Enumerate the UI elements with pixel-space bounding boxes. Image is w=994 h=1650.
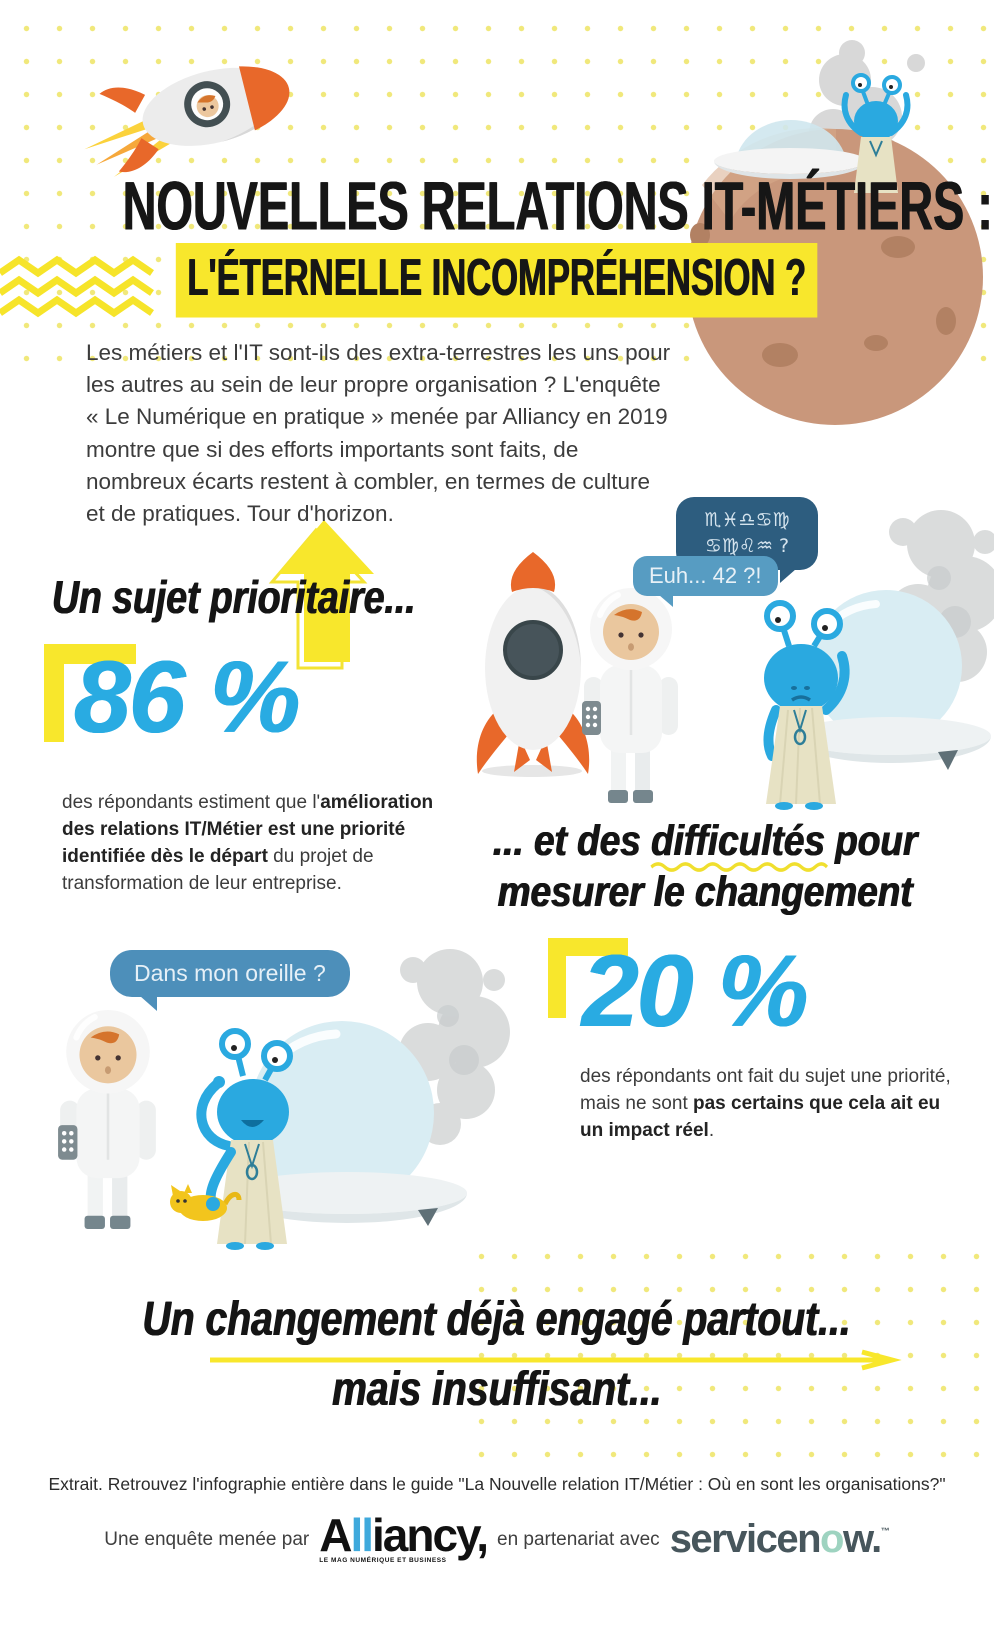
servicenow-logo-text: w. [842, 1517, 882, 1562]
wavy-underlined-word: difficultés [650, 815, 829, 872]
desc-text: des répondants estiment que l' [62, 792, 321, 813]
rocket-flying-icon [84, 66, 290, 177]
alien-mini-illustration [841, 73, 911, 193]
zigzag-decoration [0, 255, 154, 318]
astronaut-speech-bubble: Euh... 42 ?! [633, 556, 778, 607]
planet-crash-illustration [687, 40, 983, 425]
section-heading-change-line2: mais insuffisant... [0, 1360, 994, 1416]
arrow-up-icon [268, 520, 374, 670]
heading-text: ... et des [493, 816, 652, 864]
astronaut-question-bubble: Dans mon oreille ? [110, 950, 350, 1011]
alliancy-tagline: LE MAG NUMÉRIQUE ET BUSINESS [319, 1557, 447, 1565]
heading-text: mais insuffisant... [332, 1361, 662, 1416]
extract-note: Extrait. Retrouvez l'infographie entière… [48, 1474, 946, 1494]
alliancy-logo-text: iancy, [372, 1509, 489, 1561]
heading-text: Un changement déjà engagé partout... [142, 1291, 852, 1346]
desc-text: . [708, 1119, 715, 1141]
corner-bracket-decoration [44, 644, 136, 742]
astronaut-illustration [58, 1009, 156, 1230]
credit-prefix: Une enquête menée par [104, 1528, 310, 1550]
saucer-illustration [714, 120, 866, 179]
page-title: NOUVELLES RELATIONS IT-MÉTIERS : [0, 166, 994, 244]
alliancy-logo: Alliancy, LE MAG NUMÉRIQUE ET BUSINESS [319, 1512, 489, 1565]
ufo-illustration [791, 590, 991, 770]
ufo-illustration [227, 1021, 467, 1226]
smoke-illustration [399, 949, 510, 1145]
servicenow-logo: servicenow.™ [670, 1517, 890, 1562]
desc-text: des répondants ont fait du sujet une pri… [580, 1066, 951, 1114]
heading-measure-line2: mesurer le changement [498, 866, 913, 915]
section-heading-change-line1: Un changement déjà engagé partout... [0, 1290, 994, 1346]
servicenow-logo-text: servicen [669, 1517, 822, 1562]
stat-value-86-percent: 86 % [74, 640, 300, 754]
heading-text: difficultés [651, 816, 826, 864]
alien-glyphs-line1: ♏♓♎♋♍ [704, 509, 790, 531]
heading-measure-line1: ... et des difficultés pour [493, 815, 918, 872]
heading-text: pour [825, 816, 918, 864]
page-subtitle: L'ÉTERNELLE INCOMPRÉHENSION ? [0, 243, 994, 318]
intro-paragraph: Les métiers et l'IT sont-ils des extra-t… [86, 340, 671, 526]
alien-illustration [763, 600, 850, 810]
stat-value-20-percent: 20 % [582, 934, 808, 1048]
desc-text: du projet de transformation de leur entr… [62, 845, 374, 894]
alien-glyphs-line2: ♋♍♌♒ ? [704, 534, 790, 557]
arrow-underline-decoration [210, 1349, 902, 1371]
wavy-underline-decoration [650, 861, 829, 872]
smoke-illustration [888, 510, 994, 709]
trademark-symbol: ™ [880, 1526, 890, 1537]
page-title-text: NOUVELLES RELATIONS IT-MÉTIERS : [122, 167, 993, 245]
section-heading-priority: Un sujet prioritaire... [52, 572, 480, 624]
section-heading-measure: ... et des difficultés pour mesurer le c… [438, 815, 973, 914]
desc-bold-text: pas certains que cela ait eu un impact r… [580, 1092, 941, 1141]
alliancy-logo-text: A [319, 1509, 352, 1561]
rocket-standing-icon [476, 552, 590, 777]
stat-20-description: des répondants ont fait du sujet une pri… [580, 1064, 964, 1145]
credit-middle: en partenariat avec [497, 1528, 660, 1550]
servicenow-logo-green-o: o [820, 1517, 844, 1562]
phone-icon [58, 1125, 78, 1160]
stat-86-description: des répondants estiment que l'améliorati… [62, 790, 462, 898]
astronaut-illustration [582, 588, 678, 803]
desc-bold-text: amélioration des relations IT/Métier est… [62, 792, 434, 867]
corner-bracket-decoration [548, 938, 628, 1018]
highlighted-subtitle: L'ÉTERNELLE INCOMPRÉHENSION ? [176, 243, 818, 318]
dot-pattern-decoration [455, 1228, 994, 1473]
credits-row: Une enquête menée par Alliancy, LE MAG N… [0, 1512, 994, 1565]
alliancy-logo-blue-ll: ll [350, 1509, 374, 1561]
alien-with-cat-illustration [170, 1028, 293, 1250]
section-heading-priority-text: Un sujet prioritaire... [52, 572, 416, 624]
phone-icon [582, 701, 601, 735]
